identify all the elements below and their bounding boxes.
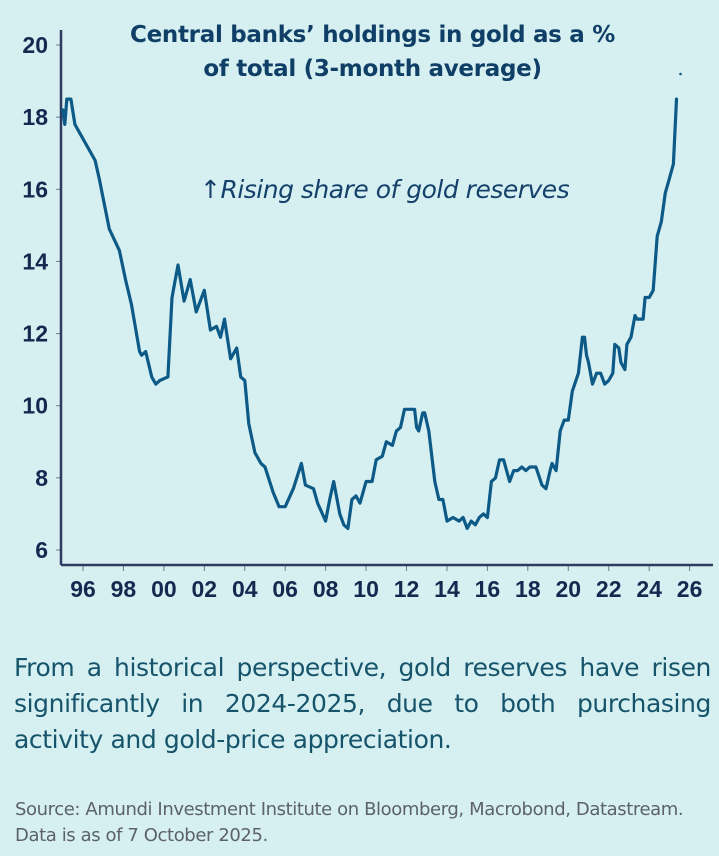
x-tick-label: 14: [434, 576, 460, 602]
y-tick-label: 16: [22, 176, 48, 202]
x-tick-label: 02: [192, 576, 218, 602]
x-tick-label: 96: [70, 576, 96, 602]
x-tick-label: 10: [353, 576, 379, 602]
chart-title-line-1: Central banks’ holdings in gold as a %: [130, 22, 615, 48]
y-tick-label: 8: [35, 465, 48, 491]
y-tick-label: 6: [35, 537, 48, 563]
x-tick-label: 00: [151, 576, 177, 602]
x-axis-ticks: 96 98 00 02 04 06 08 10 12 14 16 18 20 22 24 26: [70, 565, 702, 602]
x-tick-label: 18: [515, 576, 541, 602]
y-tick-label: 20: [22, 32, 48, 58]
chart-title-line-2: of total (3-month average): [203, 56, 542, 82]
y-tick-label: 18: [22, 104, 48, 130]
description-text: From a historical perspective, gold rese…: [14, 653, 711, 754]
x-tick-label: 16: [475, 576, 501, 602]
series-line-gold-share: [61, 97, 679, 530]
y-tick-label: 14: [22, 248, 48, 274]
x-tick-label: 04: [232, 576, 258, 602]
chart-annotation: ↑Rising share of gold reserves: [200, 175, 570, 204]
line-chart: 6 8 10 12 14 16 18 20 96 98 00 02 04 06 08 10 12 14 16 18 2…: [22, 30, 713, 602]
x-tick-label: 22: [596, 576, 622, 602]
chart-title: Central banks’ holdings in gold as a % o…: [60, 18, 685, 86]
x-tick-label: 98: [111, 576, 137, 602]
y-tick-label: 12: [22, 321, 48, 347]
x-tick-label: 12: [394, 576, 420, 602]
x-tick-label: 24: [636, 576, 662, 602]
x-tick-label: 20: [555, 576, 581, 602]
source-note: Source: Amundi Investment Institute on B…: [15, 799, 684, 846]
y-tick-label: 10: [22, 393, 48, 419]
x-tick-label: 06: [272, 576, 298, 602]
y-axis-ticks: 6 8 10 12 14 16 18 20: [22, 32, 61, 563]
x-tick-label: 26: [677, 576, 703, 602]
x-tick-label: 08: [313, 576, 339, 602]
series-end-marker: [679, 72, 682, 76]
